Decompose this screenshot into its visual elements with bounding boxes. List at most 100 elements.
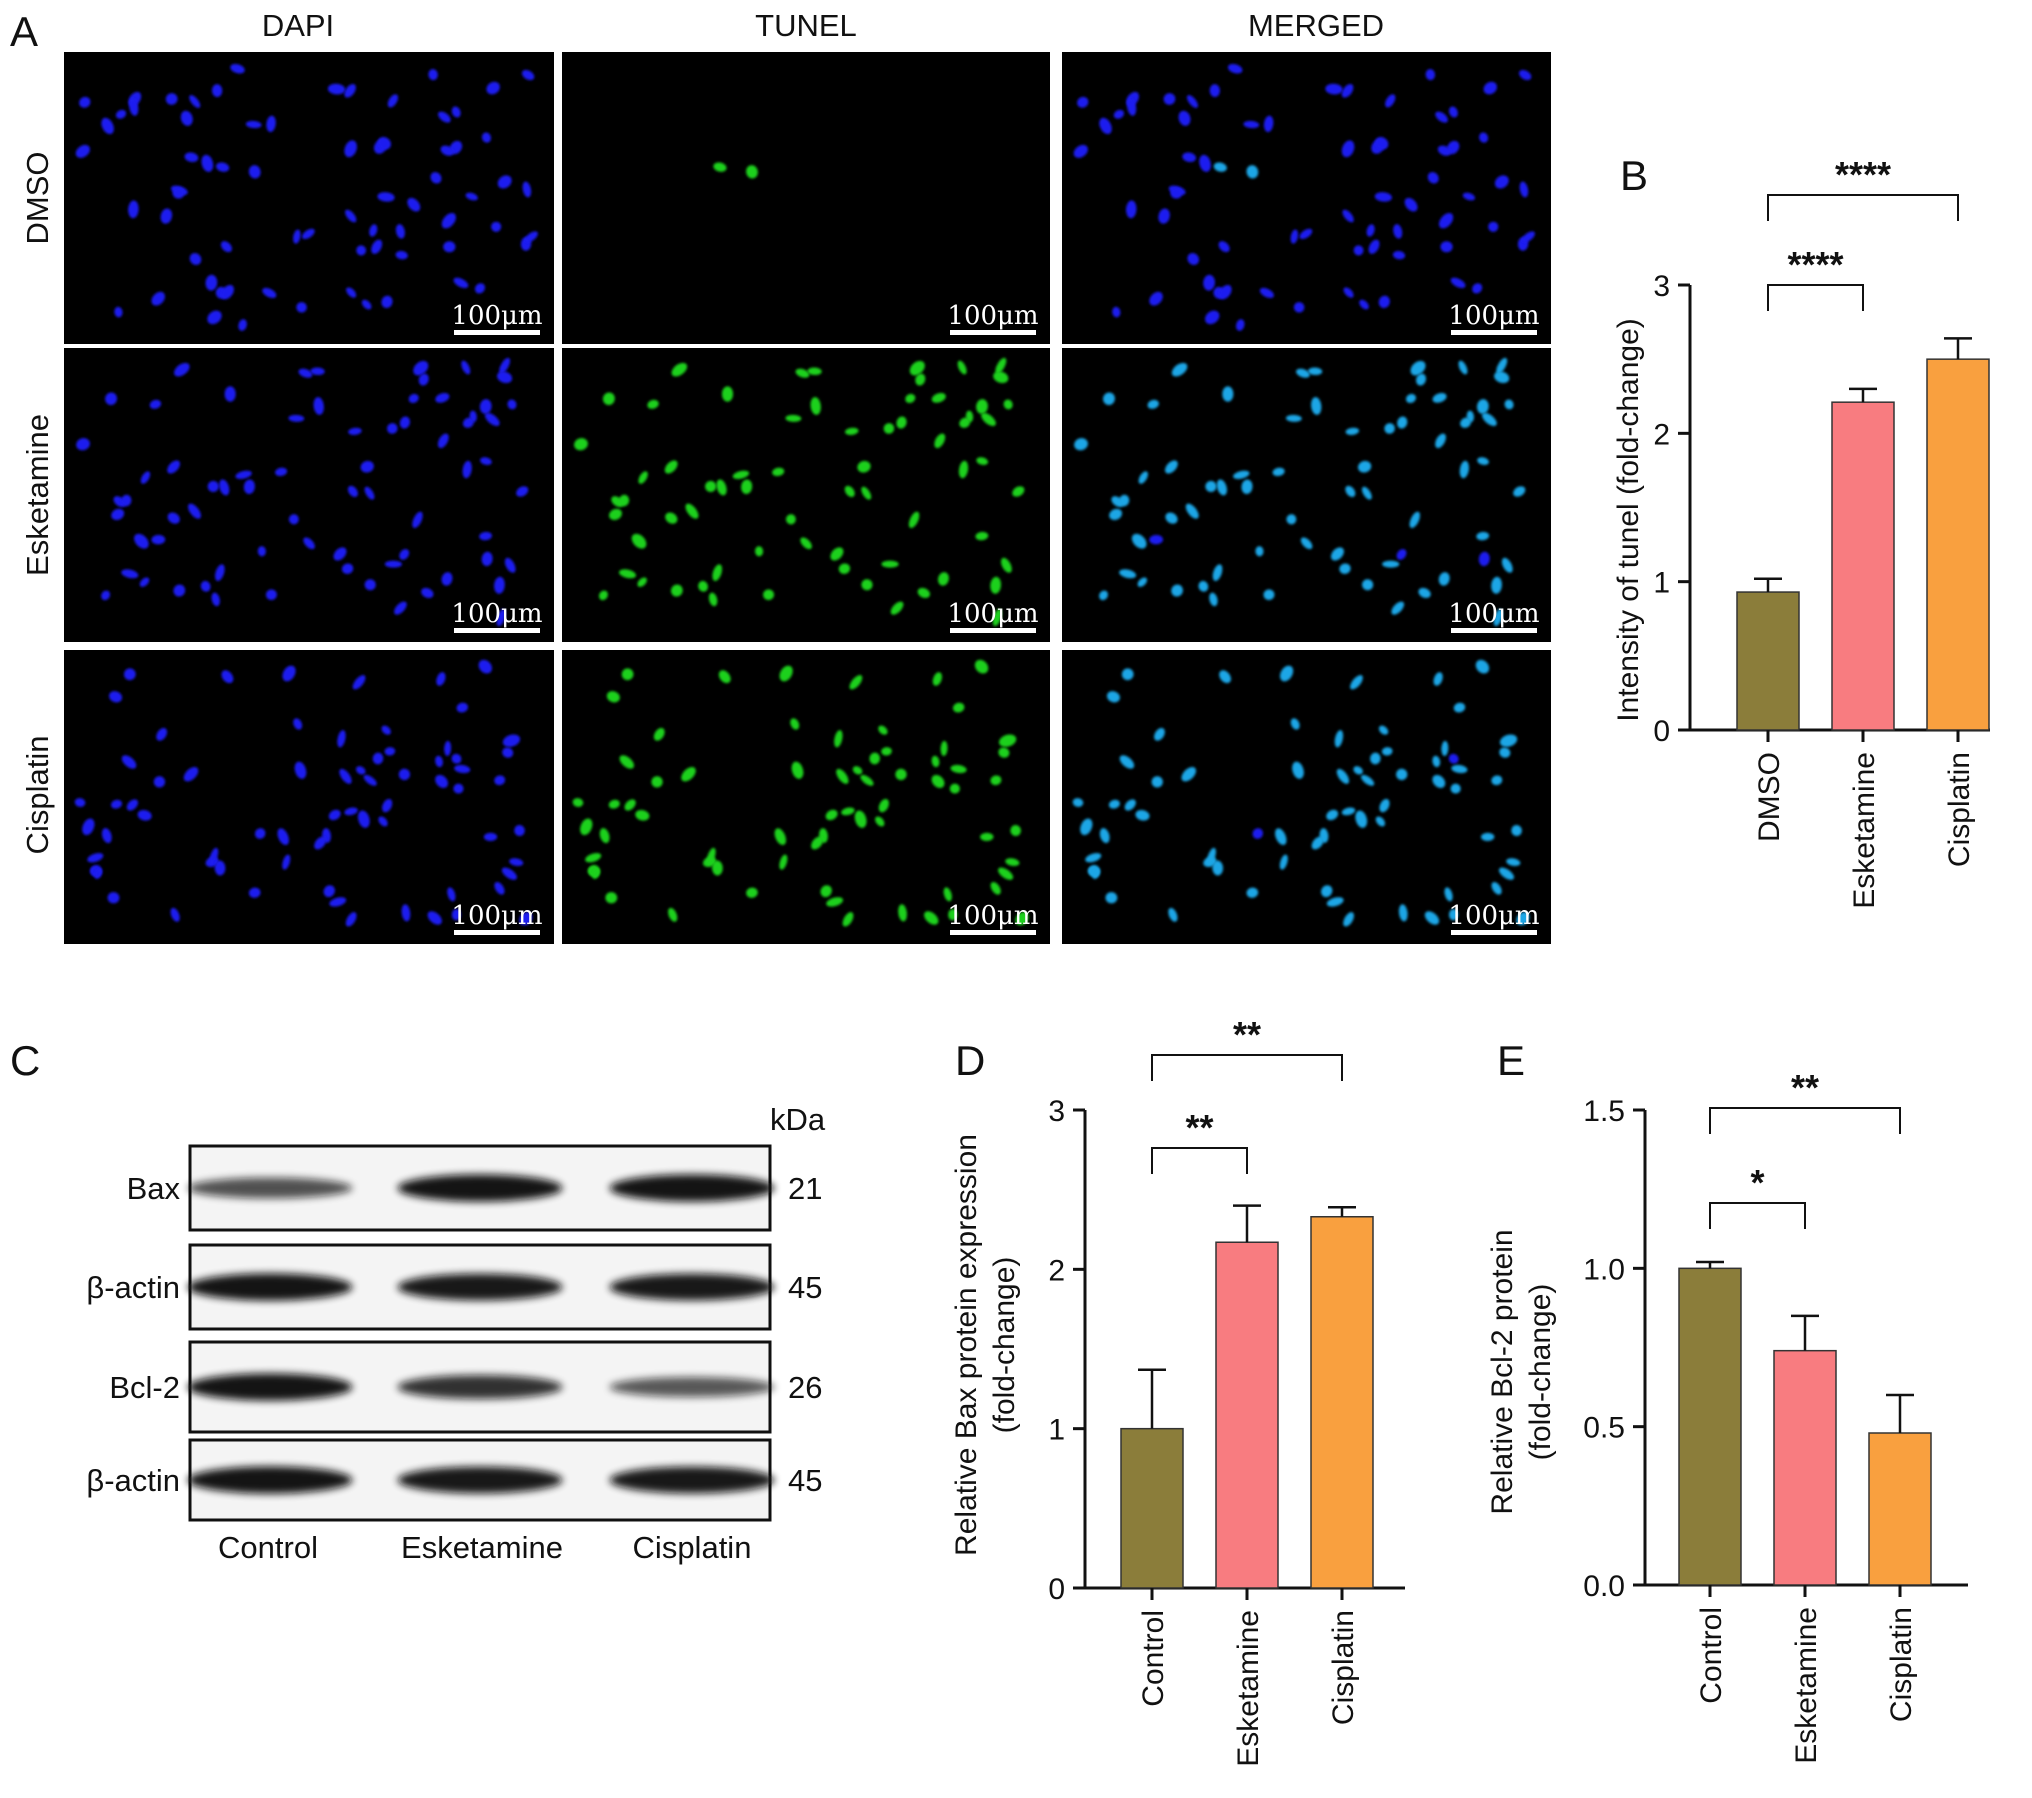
chart-e-significance-bracket [1709, 1107, 1901, 1134]
nucleus [443, 241, 456, 253]
nucleus [838, 563, 851, 574]
nucleus [881, 560, 899, 568]
chart-b-significance-label: **** [1787, 244, 1843, 285]
nucleus [248, 165, 261, 179]
chart-d-x-tick-label: Esketamine [1232, 1610, 1265, 1767]
nucleus [235, 470, 252, 480]
nucleus [220, 241, 232, 253]
scale-bar [454, 330, 540, 335]
nucleus [149, 399, 162, 409]
nucleus [1212, 860, 1224, 876]
nucleus [875, 816, 885, 827]
nucleus [386, 423, 398, 434]
nucleus [1475, 659, 1490, 674]
nucleus [924, 911, 939, 925]
nucleus [254, 828, 266, 839]
nucleus [129, 98, 139, 116]
nucleus [1405, 393, 1417, 404]
nucleus [1477, 457, 1489, 465]
nucleus [1521, 231, 1535, 243]
nucleus [606, 691, 620, 703]
nucleus [915, 373, 926, 386]
chart-d-significance-label: ** [1233, 1014, 1261, 1055]
nucleus [1149, 534, 1164, 545]
nucleus [427, 911, 442, 925]
nucleus [245, 120, 262, 129]
panel-label-b: B [1620, 152, 1648, 199]
nucleus [705, 480, 717, 493]
nucleus [881, 747, 892, 756]
nucleus [1418, 587, 1431, 599]
nucleus [1164, 460, 1178, 474]
nucleus [413, 360, 429, 376]
nucleus [398, 768, 411, 781]
panel-label-d: D [955, 1037, 985, 1084]
nucleus [608, 799, 620, 809]
nucleus [461, 360, 471, 375]
blot-band [609, 1466, 775, 1494]
nucleus [1074, 438, 1088, 451]
nucleus [111, 508, 125, 521]
micrograph-dapi-cisplatin: 100μm [64, 650, 554, 944]
nucleus [428, 69, 438, 81]
nucleus [790, 718, 800, 730]
nucleus [294, 761, 307, 779]
nucleus [1382, 560, 1400, 568]
nucleus [1366, 224, 1375, 237]
nucleus [369, 224, 378, 237]
nucleus [1435, 433, 1446, 449]
nucleus [441, 572, 453, 586]
nucleus [1384, 423, 1395, 434]
micrograph-merged-dmso: 100μm [1062, 52, 1551, 344]
nucleus [502, 747, 514, 758]
nucleus [219, 479, 230, 496]
nucleus [800, 537, 812, 550]
nucleus [153, 776, 166, 788]
nucleus [811, 836, 824, 850]
nucleus [1126, 98, 1137, 116]
nucleus [101, 117, 114, 135]
chart-e-x-tick-label: Control [1695, 1607, 1728, 1704]
nucleus [732, 470, 750, 480]
nucleus [221, 670, 234, 684]
nucleus [345, 209, 357, 223]
nucleus [137, 810, 152, 821]
nucleus [465, 192, 478, 201]
nucleus [1099, 590, 1109, 601]
nucleus [795, 368, 810, 378]
nucleus [1396, 549, 1407, 560]
nucleus [1491, 576, 1502, 594]
nucleus [1213, 162, 1227, 172]
nucleus [716, 479, 727, 496]
nucleus [87, 853, 104, 863]
nucleus [878, 725, 888, 735]
nucleus [384, 747, 396, 756]
nucleus [494, 882, 505, 895]
nucleus [444, 740, 452, 756]
nucleus [1218, 284, 1232, 300]
nucleus [861, 579, 873, 591]
nucleus [1311, 836, 1324, 850]
nucleus [1506, 858, 1521, 867]
nucleus [126, 799, 139, 811]
nucleus [1361, 486, 1372, 500]
chart-b-significance-bracket [1767, 194, 1959, 221]
nucleus [1299, 228, 1313, 240]
micrograph-background [562, 348, 1050, 642]
nucleus [1227, 63, 1243, 74]
nucleus [1279, 665, 1294, 682]
panel-label-a: A [10, 8, 38, 55]
nucleus [524, 231, 538, 243]
chart-d-y-tick-label: 1 [1048, 1414, 1065, 1447]
chart-b-x-tick-label: Esketamine [1848, 752, 1881, 909]
chart-d-bar-control [1120, 1427, 1184, 1589]
nucleus [1103, 392, 1115, 406]
nucleus [1501, 557, 1513, 573]
nucleus [1263, 115, 1274, 133]
nucleus [976, 457, 989, 465]
chart-d-x-tick-label: Cisplatin [1327, 1610, 1360, 1725]
nucleus [685, 503, 699, 519]
nucleus [905, 393, 916, 404]
nucleus [214, 564, 225, 581]
